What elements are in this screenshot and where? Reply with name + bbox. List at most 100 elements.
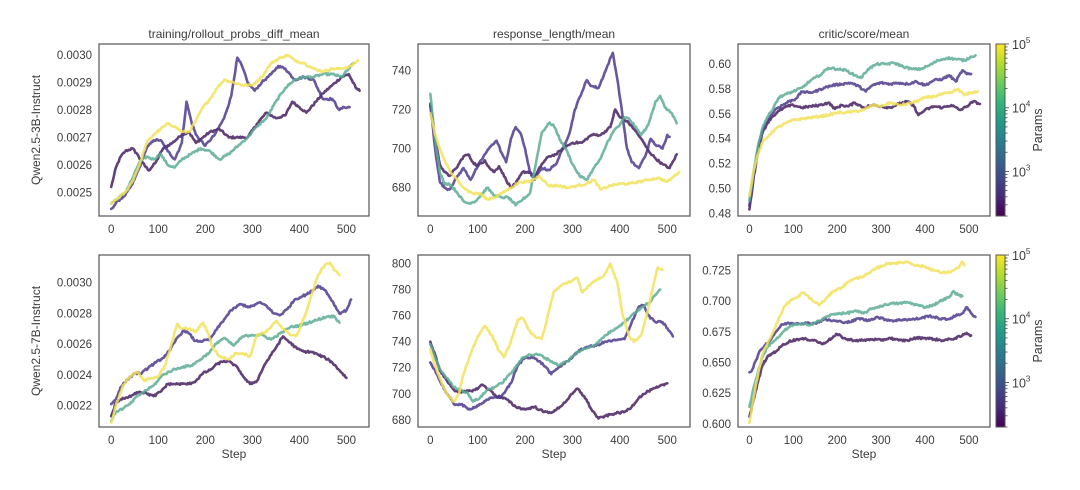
panel-response-length-3b: response_length/mean 0 100 200 300 400 500 680… (392, 27, 691, 236)
x-axis-label: Step (852, 447, 877, 461)
y-tick-label: 700 (392, 144, 411, 156)
y-tick-label: 0.0029 (57, 77, 92, 89)
series-line-teal (748, 54, 977, 203)
colorbar-bottom: Params 103 104 105 (995, 247, 1045, 428)
series-line-purple (109, 56, 351, 211)
x-tick-label: 200 (516, 435, 535, 447)
x-tick-label: 400 (915, 435, 934, 447)
series-line-purple (109, 284, 353, 406)
y-tick-label: 0.58 (709, 84, 731, 96)
x-tick-label: 300 (243, 224, 262, 236)
x-tick-label: 0 (427, 224, 433, 236)
colorbar-label: Params (1031, 108, 1045, 151)
series-line-purple (748, 69, 973, 208)
y-tick-label: 0.48 (709, 208, 731, 220)
y-tick-label: 0.625 (702, 388, 731, 400)
panel-response-length-7b: 0 100 200 300 400 500 680 700 720 740 760 780 800 (392, 254, 691, 447)
x-tick-label: 500 (959, 435, 978, 447)
x-axis-label: Step (222, 447, 247, 461)
y-tick-label: 780 (392, 285, 411, 297)
axes-frame (737, 43, 991, 217)
series-lines (748, 260, 977, 424)
x-tick-label: 100 (149, 224, 168, 236)
y-tick-label: 0.0027 (57, 132, 92, 144)
y-tick-label: 0.0022 (57, 401, 92, 413)
colorbar-tick-label: 103 (1012, 163, 1031, 179)
series-line-dark-purple (429, 340, 669, 420)
x-tick-label: 400 (610, 224, 629, 236)
y-tick-label: 740 (392, 65, 411, 77)
x-tick-label: 200 (828, 435, 847, 447)
series-lines (109, 53, 361, 211)
series-line-dark-purple (748, 331, 973, 418)
y-tick-label: 0.675 (702, 327, 731, 339)
x-tick-label: 0 (108, 224, 114, 236)
series-line-yellow (748, 260, 966, 424)
x-tick-label: 100 (149, 435, 168, 447)
y-tick-label: 0.52 (709, 159, 731, 171)
x-tick-label: 400 (290, 435, 309, 447)
series-lines (429, 262, 675, 420)
series-line-purple (748, 305, 977, 374)
x-tick-label: 200 (516, 224, 535, 236)
x-tick-label: 500 (658, 435, 677, 447)
colorbar-tick-label: 105 (1012, 247, 1031, 263)
series-line-teal (748, 289, 964, 408)
colorbar-tick-label: 103 (1012, 374, 1031, 390)
x-tick-label: 300 (563, 435, 582, 447)
series-line-teal (429, 92, 678, 207)
x-tick-label: 400 (915, 224, 934, 236)
y-tick-label: 720 (392, 104, 411, 116)
colorbar-tick-label: 104 (1012, 100, 1031, 116)
x-tick-label: 200 (828, 224, 847, 236)
series-line-dark-purple (109, 335, 348, 418)
x-tick-label: 300 (563, 224, 582, 236)
colorbar-tick-label: 104 (1012, 311, 1031, 327)
y-tick-label: 0.54 (709, 134, 732, 146)
y-tick-label: 0.0030 (57, 278, 92, 290)
x-tick-label: 200 (196, 435, 215, 447)
panel-title: response_length/mean (493, 27, 615, 41)
x-tick-label: 500 (959, 224, 978, 236)
panel-title: critic/score/mean (819, 27, 910, 41)
axes-frame (98, 254, 370, 428)
y-tick-label: 720 (392, 363, 411, 375)
y-tick-label: 680 (392, 415, 411, 427)
series-line-teal (109, 61, 355, 205)
x-tick-label: 0 (427, 435, 433, 447)
axes-frame (737, 254, 991, 428)
colorbar-label: Params (1031, 319, 1045, 362)
y-tick-label: 700 (392, 389, 411, 401)
x-tick-label: 0 (746, 435, 752, 447)
series-line-dark-purple (748, 99, 982, 211)
x-tick-label: 100 (468, 435, 487, 447)
y-tick-label: 0.0030 (57, 50, 92, 62)
y-tick-label: 680 (392, 183, 411, 195)
x-tick-label: 100 (784, 224, 803, 236)
panel-rollout-probs-diff-3b: training/rollout_probs_diff_mean 0 100 200… (57, 27, 370, 236)
colorbar-gradient (995, 43, 1006, 217)
x-tick-label: 500 (337, 435, 356, 447)
panel-critic-score-3b: critic/score/mean 0 100 200 300 400 500 0.48 0.… (709, 27, 991, 236)
y-tick-label: 0.60 (709, 59, 731, 71)
panel-rollout-probs-diff-7b: 0 100 200 300 400 500 0.0022 0.0024 0.0026 0.0028… (57, 254, 370, 447)
y-tick-label: 0.50 (709, 183, 731, 195)
y-tick-label: 0.0028 (57, 308, 92, 320)
row-label-7b: Qwen2.5-7B-Instruct (29, 285, 43, 396)
series-line-yellow (429, 262, 664, 403)
colorbar-tick-label: 105 (1012, 36, 1031, 52)
series-line-teal (429, 288, 662, 403)
series-line-yellow (748, 87, 979, 198)
y-tick-label: 0.0026 (57, 160, 92, 172)
x-tick-label: 500 (658, 224, 677, 236)
series-lines (109, 261, 353, 424)
y-tick-label: 0.0026 (57, 339, 92, 351)
series-line-dark-purple (109, 72, 361, 189)
series-lines (748, 54, 982, 211)
series-line-yellow (429, 112, 681, 201)
x-tick-label: 0 (746, 224, 752, 236)
y-tick-label: 0.700 (702, 296, 731, 308)
colorbar-top: Params 103 104 105 (995, 36, 1045, 217)
axes-frame (417, 254, 691, 428)
